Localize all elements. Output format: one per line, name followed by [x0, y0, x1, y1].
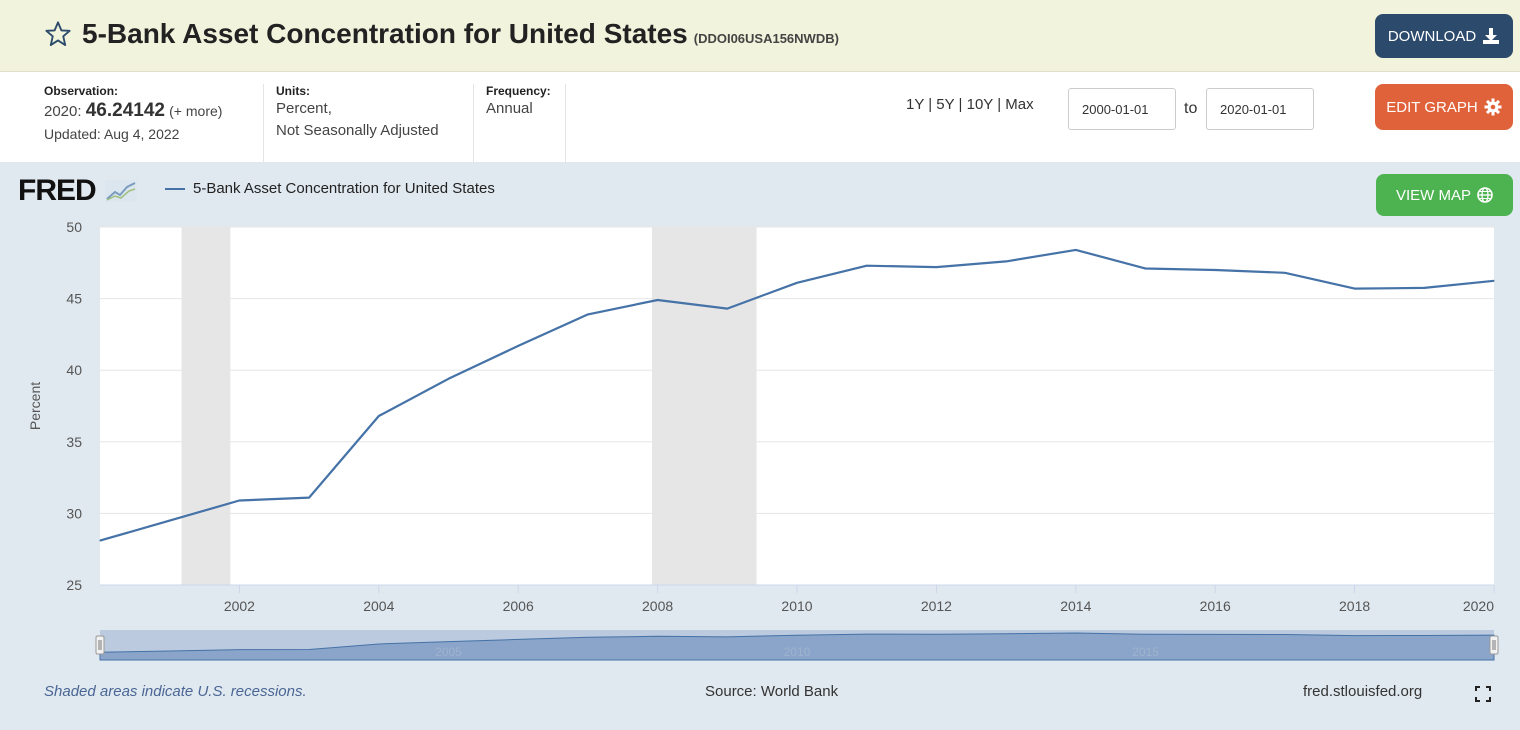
series-code: (DDOI06USA156NWDB) [693, 31, 839, 46]
fred-logo-graph-icon [105, 180, 138, 202]
data-point [378, 415, 380, 417]
navigator-handle[interactable] [1489, 635, 1499, 655]
plot-background [100, 227, 1494, 585]
data-point [517, 345, 519, 347]
source-text: Source: World Bank [705, 683, 839, 700]
frequency-label: Frequency: [486, 84, 551, 98]
observation-value: 46.24142 [85, 100, 165, 121]
y-axis-label: Percent [27, 382, 43, 430]
date-to-input[interactable]: 2020-01-01 [1206, 88, 1314, 130]
info-divider [565, 84, 566, 162]
chart-panel: FRED 5-Bank Asset Concentration for Unit… [0, 162, 1520, 730]
units-label: Units: [276, 84, 310, 98]
recession-note: Shaded areas indicate U.S. recessions. [44, 683, 307, 700]
data-point [866, 265, 868, 267]
navigator-tick-label: 2015 [1132, 645, 1159, 659]
observation-more-link[interactable]: (+ more) [169, 103, 223, 119]
data-point [796, 282, 798, 284]
legend-swatch [165, 187, 185, 190]
info-divider [263, 84, 264, 162]
range-navigator[interactable]: 2005 2010 2015 [95, 630, 1499, 661]
x-tick-label: 2016 [1200, 598, 1231, 614]
x-tick-label: 2006 [503, 598, 534, 614]
data-point [726, 308, 728, 310]
expand-icon[interactable] [1475, 686, 1491, 702]
units-line-1: Percent, [276, 100, 332, 117]
title-bar: 5-Bank Asset Concentration for United St… [0, 0, 1520, 72]
y-tick-label: 25 [66, 577, 82, 593]
units-line-2: Not Seasonally Adjusted [276, 122, 439, 139]
data-point [1493, 280, 1495, 282]
data-point [99, 540, 101, 542]
recession-band [652, 227, 757, 585]
data-point [1214, 269, 1216, 271]
info-divider [473, 84, 474, 162]
data-point [1423, 287, 1425, 289]
line-chart[interactable]: 25 30 35 40 45 50 2002 2004 2006 2008 2010 2012 201… [0, 162, 1520, 662]
y-tick-label: 45 [66, 291, 82, 307]
frequency-block: Frequency: Annual [486, 84, 551, 120]
x-tick-label: 2020 [1463, 598, 1494, 614]
data-point [657, 299, 659, 301]
recession-band [181, 227, 231, 585]
observation-block: Observation: 2020: 46.24142 (+ more) Upd… [44, 84, 222, 145]
x-tick-label: 2014 [1060, 598, 1091, 614]
gear-icon [1484, 98, 1502, 116]
fred-logo-text: FRED [18, 174, 97, 207]
legend-series-name: 5-Bank Asset Concentration for United St… [193, 180, 495, 197]
units-block: Units: Percent, Not Seasonally Adjusted [276, 84, 439, 142]
x-tick-label: 2004 [363, 598, 394, 614]
series-title: 5-Bank Asset Concentration for United St… [82, 18, 688, 49]
x-tick-label: 2002 [224, 598, 255, 614]
data-point [238, 499, 240, 502]
navigator-tick-label: 2010 [784, 645, 811, 659]
x-tick-label: 2008 [642, 598, 673, 614]
y-tick-label: 30 [66, 505, 82, 521]
site-link[interactable]: fred.stlouisfed.org [1303, 683, 1423, 700]
navigator-handle[interactable] [95, 635, 105, 655]
navigator-tick-label: 2005 [435, 645, 462, 659]
fred-logo: FRED [18, 174, 138, 208]
download-label: DOWNLOAD [1387, 27, 1477, 45]
y-tick-label: 35 [66, 434, 82, 450]
date-to-label: to [1184, 100, 1198, 117]
view-map-button[interactable]: VIEW MAP [1376, 174, 1513, 216]
data-point [1144, 267, 1147, 270]
data-point [1075, 249, 1077, 251]
edit-graph-label: EDIT GRAPH [1386, 98, 1478, 116]
globe-icon [1477, 187, 1493, 203]
data-point [1005, 260, 1007, 262]
x-tick-label: 2018 [1339, 598, 1370, 614]
star-icon[interactable] [44, 20, 72, 48]
data-point [447, 378, 450, 380]
data-point [935, 266, 938, 268]
data-point [1284, 272, 1286, 274]
chart-legend: 5-Bank Asset Concentration for United St… [165, 180, 495, 197]
view-map-label: VIEW MAP [1395, 186, 1471, 204]
download-icon [1483, 28, 1500, 44]
series-info-bar: Observation: 2020: 46.24142 (+ more) Upd… [0, 72, 1520, 162]
observation-label: Observation: [44, 84, 119, 98]
x-tick-label: 2010 [781, 598, 812, 614]
data-point [1354, 287, 1356, 290]
range-selector[interactable]: 1Y | 5Y | 10Y | Max [906, 96, 1034, 113]
page-title: 5-Bank Asset Concentration for United St… [82, 18, 839, 50]
y-tick-label: 50 [66, 219, 82, 235]
edit-graph-button[interactable]: EDIT GRAPH [1375, 84, 1513, 130]
data-point [169, 519, 171, 522]
frequency-value: Annual [486, 100, 533, 117]
observation-year: 2020: [44, 103, 82, 120]
data-point [587, 313, 589, 315]
date-from-input[interactable]: 2000-01-01 [1068, 88, 1176, 130]
navigator-series [99, 632, 1495, 661]
updated-date: Updated: Aug 4, 2022 [44, 126, 180, 142]
download-button[interactable]: DOWNLOAD [1375, 14, 1513, 58]
data-point [308, 497, 310, 499]
y-tick-label: 40 [66, 362, 82, 378]
x-tick-label: 2012 [921, 598, 952, 614]
